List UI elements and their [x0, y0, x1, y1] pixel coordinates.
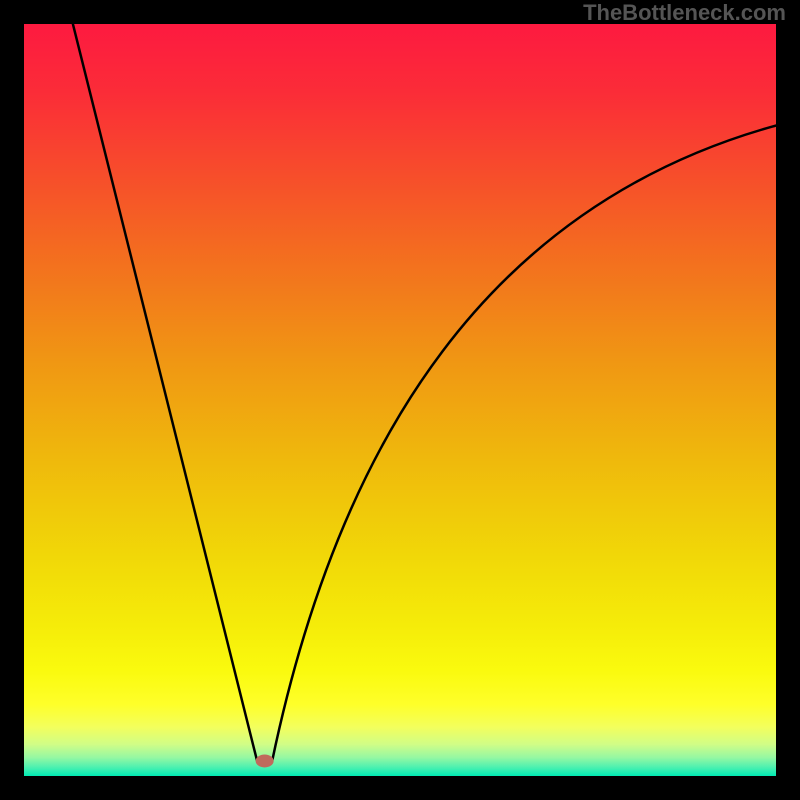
curve-layer — [24, 24, 776, 776]
plot-area — [24, 24, 776, 776]
curve-left-branch — [73, 24, 257, 761]
chart-container: TheBottleneck.com — [0, 0, 800, 800]
curve-right-branch — [272, 126, 776, 761]
valley-marker — [256, 754, 274, 767]
